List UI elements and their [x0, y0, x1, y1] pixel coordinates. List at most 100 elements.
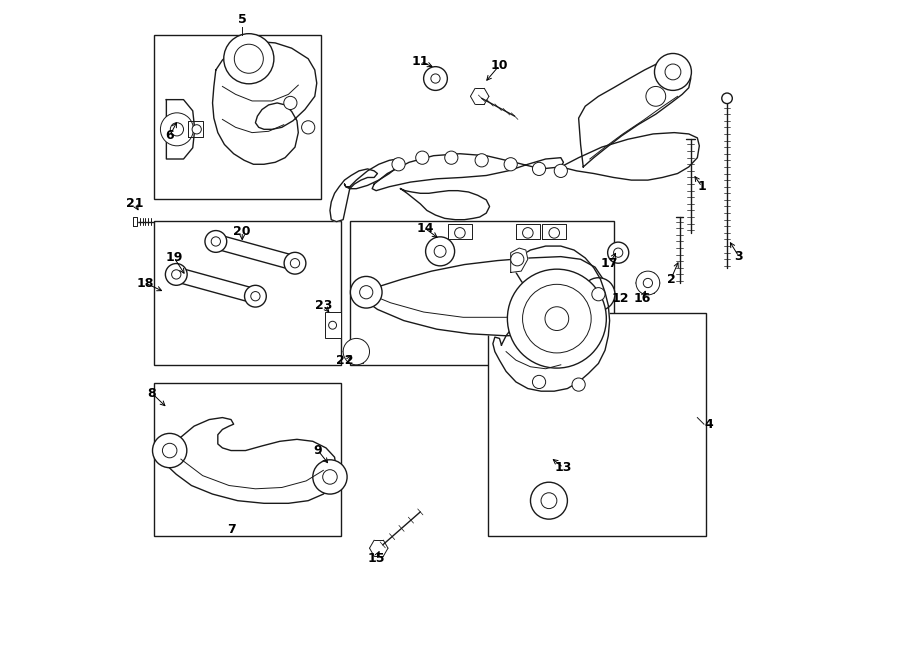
- Circle shape: [212, 237, 220, 246]
- Polygon shape: [493, 246, 609, 391]
- Circle shape: [291, 258, 300, 268]
- Circle shape: [545, 307, 569, 330]
- Polygon shape: [345, 159, 400, 188]
- Circle shape: [416, 151, 429, 165]
- Circle shape: [424, 67, 447, 91]
- Circle shape: [549, 227, 560, 238]
- Polygon shape: [166, 100, 194, 159]
- Circle shape: [245, 286, 266, 307]
- Circle shape: [665, 64, 681, 80]
- Text: 13: 13: [554, 461, 572, 474]
- Circle shape: [224, 34, 274, 84]
- Bar: [155, 35, 320, 198]
- Polygon shape: [214, 235, 297, 270]
- Text: 14: 14: [416, 221, 434, 235]
- Circle shape: [160, 113, 194, 146]
- Circle shape: [582, 278, 615, 311]
- Circle shape: [445, 151, 458, 165]
- Polygon shape: [579, 61, 691, 167]
- Polygon shape: [543, 223, 566, 239]
- Polygon shape: [165, 418, 337, 503]
- Polygon shape: [212, 42, 317, 165]
- Circle shape: [434, 245, 446, 257]
- Circle shape: [554, 165, 567, 177]
- Polygon shape: [448, 223, 472, 239]
- Circle shape: [533, 375, 545, 389]
- Circle shape: [170, 123, 184, 136]
- Text: 7: 7: [227, 524, 236, 536]
- Circle shape: [234, 44, 264, 73]
- Text: 12: 12: [611, 292, 629, 305]
- Circle shape: [572, 378, 585, 391]
- Bar: [350, 221, 614, 365]
- Circle shape: [313, 460, 347, 494]
- Circle shape: [504, 158, 518, 171]
- Polygon shape: [400, 188, 490, 219]
- Circle shape: [426, 237, 454, 266]
- Circle shape: [360, 286, 373, 299]
- Circle shape: [523, 284, 591, 353]
- Polygon shape: [133, 217, 138, 226]
- Text: 2: 2: [667, 272, 675, 286]
- Circle shape: [533, 163, 545, 175]
- Polygon shape: [516, 223, 540, 239]
- Circle shape: [166, 264, 187, 286]
- Circle shape: [636, 271, 660, 295]
- Circle shape: [644, 278, 652, 288]
- Text: 3: 3: [734, 250, 743, 263]
- Circle shape: [251, 292, 260, 301]
- Circle shape: [350, 276, 382, 308]
- Text: 23: 23: [315, 299, 332, 312]
- Polygon shape: [330, 169, 377, 221]
- Text: 8: 8: [148, 387, 157, 400]
- Text: 19: 19: [166, 251, 183, 264]
- Text: 5: 5: [238, 13, 247, 26]
- Circle shape: [152, 434, 187, 468]
- Circle shape: [392, 158, 405, 171]
- Text: 17: 17: [601, 256, 618, 270]
- Text: 20: 20: [233, 225, 251, 238]
- Bar: [325, 312, 341, 338]
- Circle shape: [343, 338, 370, 365]
- Circle shape: [302, 121, 315, 134]
- Circle shape: [530, 483, 567, 519]
- Circle shape: [646, 87, 666, 106]
- Circle shape: [431, 74, 440, 83]
- Text: 6: 6: [166, 130, 174, 142]
- Circle shape: [523, 227, 533, 238]
- Circle shape: [614, 248, 623, 257]
- Circle shape: [205, 231, 227, 253]
- Circle shape: [654, 54, 691, 91]
- Circle shape: [284, 97, 297, 110]
- Polygon shape: [188, 122, 203, 137]
- Polygon shape: [561, 133, 699, 180]
- Text: 18: 18: [137, 276, 154, 290]
- Circle shape: [475, 154, 489, 167]
- Bar: [155, 221, 340, 365]
- Text: 15: 15: [367, 551, 385, 564]
- Polygon shape: [510, 248, 527, 272]
- Polygon shape: [373, 154, 563, 190]
- Text: 4: 4: [704, 418, 713, 431]
- Text: 9: 9: [314, 444, 322, 457]
- Polygon shape: [359, 256, 605, 336]
- Circle shape: [162, 444, 177, 458]
- Text: 22: 22: [336, 354, 353, 367]
- Text: 1: 1: [698, 180, 706, 193]
- Text: 10: 10: [491, 59, 508, 72]
- Circle shape: [592, 288, 605, 301]
- Circle shape: [541, 492, 557, 508]
- Bar: [489, 313, 706, 536]
- Circle shape: [284, 253, 306, 274]
- Text: 21: 21: [126, 198, 143, 210]
- Circle shape: [510, 253, 524, 266]
- Circle shape: [172, 270, 181, 279]
- Circle shape: [323, 470, 338, 485]
- Bar: [155, 383, 340, 536]
- Circle shape: [508, 269, 607, 368]
- Circle shape: [328, 321, 337, 329]
- Polygon shape: [175, 268, 257, 303]
- Circle shape: [722, 93, 733, 104]
- Circle shape: [608, 242, 629, 263]
- Circle shape: [454, 227, 465, 238]
